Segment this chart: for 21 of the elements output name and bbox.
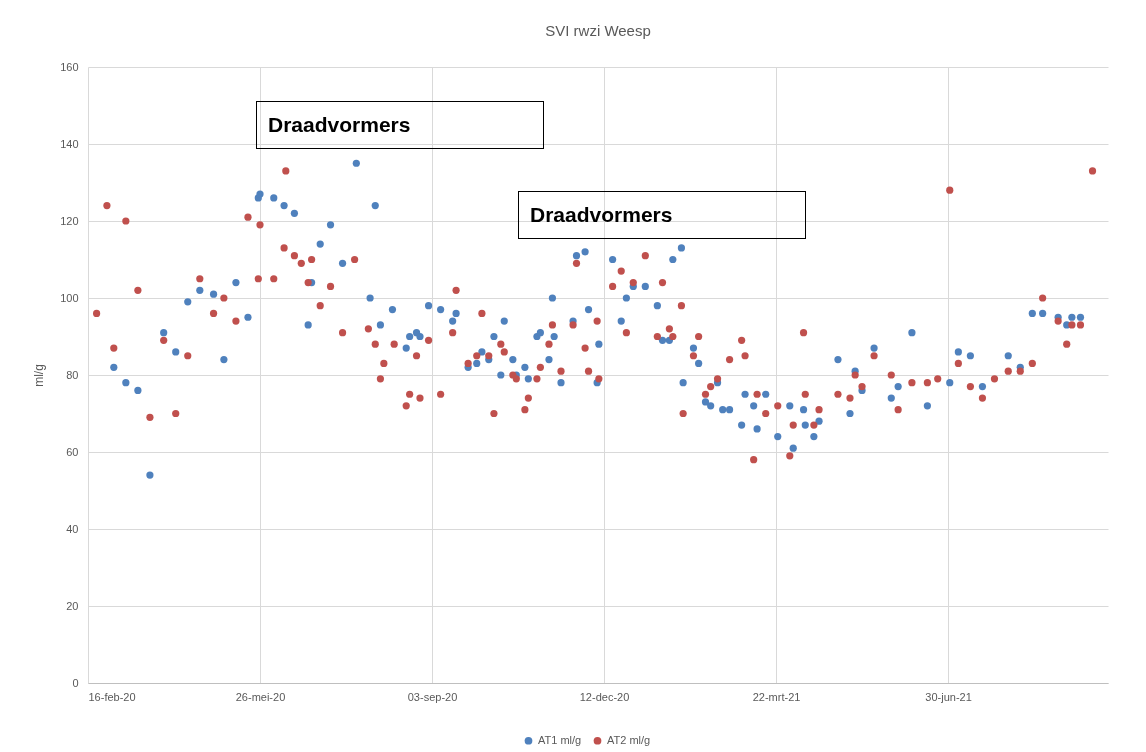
chart-title: SVI rwzi Weesp — [545, 22, 651, 39]
legend-label: AT1 ml/g — [538, 733, 582, 746]
annotation: Draadvormers — [530, 203, 673, 226]
y-tick-label: 60 — [66, 445, 79, 458]
y-tick-label: 140 — [60, 137, 79, 150]
legend-label: AT2 ml/g — [607, 733, 651, 746]
x-tick-label: 22-mrt-21 — [752, 690, 801, 703]
x-tick-label: 26-mei-20 — [235, 690, 286, 703]
y-tick-label: 160 — [60, 60, 79, 73]
x-tick-label: 30-jun-21 — [925, 690, 972, 703]
annotation: Draadvormers — [268, 113, 411, 136]
y-tick-label: 80 — [66, 368, 79, 381]
x-tick-label: 03-sep-20 — [407, 690, 458, 703]
x-tick-label: 12-dec-20 — [579, 690, 630, 703]
y-tick-label: 20 — [66, 599, 79, 612]
y-tick-label: 0 — [72, 676, 79, 689]
x-tick-label: 16-feb-20 — [88, 690, 136, 703]
y-axis-title: ml/g — [32, 364, 47, 387]
y-tick-label: 120 — [60, 214, 79, 227]
y-tick-label: 40 — [66, 522, 79, 535]
y-tick-label: 100 — [60, 291, 79, 304]
